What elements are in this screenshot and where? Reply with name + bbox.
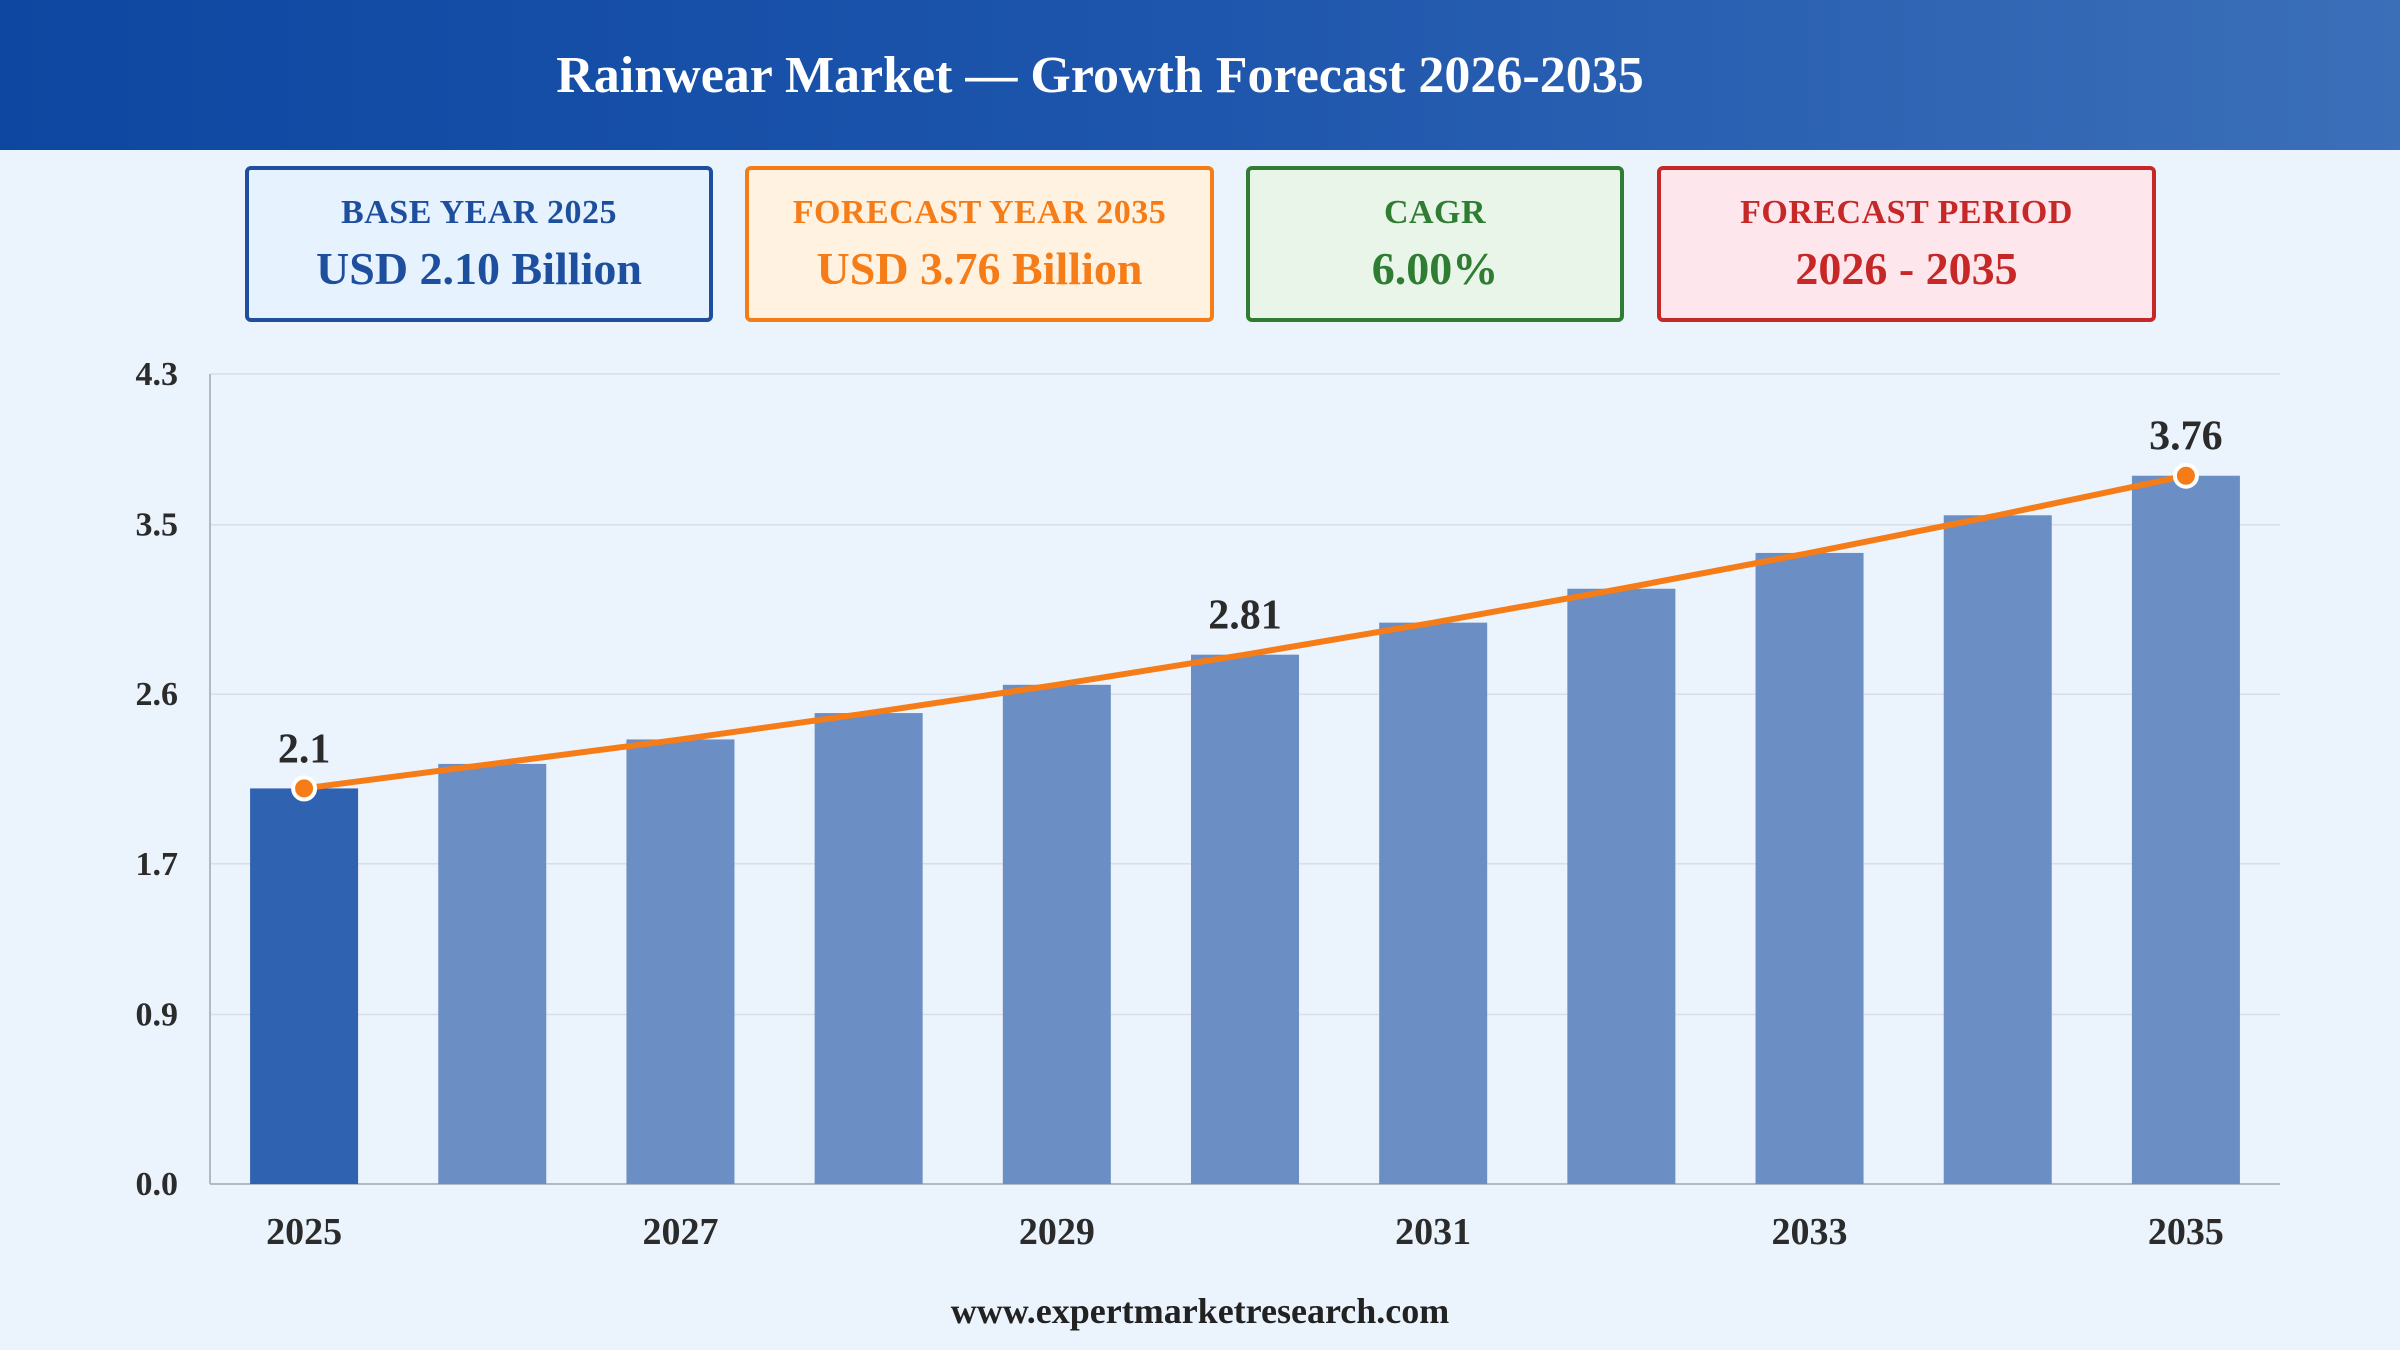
x-tick-label: 2033 xyxy=(1772,1211,1848,1253)
y-tick-label: 4.3 xyxy=(136,356,179,393)
bar-2031 xyxy=(1379,622,1488,1184)
x-tick-label: 2031 xyxy=(1395,1211,1471,1253)
bar-2030 xyxy=(1191,654,1299,1184)
cagr-label: CAGR xyxy=(1383,194,1487,231)
bar-2032 xyxy=(1567,588,1676,1184)
base-year-card: BASE YEAR 2025 USD 2.10 Billion xyxy=(245,166,713,322)
forecast-year-label: FORECAST YEAR 2035 xyxy=(792,194,1167,231)
bar-2034 xyxy=(1943,515,2052,1184)
data-label-2030: 2.81 xyxy=(1208,593,1282,639)
y-tick-label: 1.7 xyxy=(136,846,179,883)
cagr-card: CAGR 6.00% xyxy=(1246,166,1624,322)
cagr-value: 6.00% xyxy=(1371,243,1499,294)
y-tick-label: 3.5 xyxy=(136,507,179,544)
source-url: www.expertmarketresearch.com xyxy=(950,1291,1450,1331)
data-label-2035: 3.76 xyxy=(2149,414,2223,460)
bar-2027 xyxy=(626,739,735,1184)
x-tick-label: 2029 xyxy=(1019,1211,1095,1253)
forecast-period-label: FORECAST PERIOD xyxy=(1740,194,2073,231)
page-title: Rainwear Market — Growth Forecast 2026-2… xyxy=(556,46,1644,104)
trend-marker-2025 xyxy=(291,775,318,802)
bar-2029 xyxy=(1002,684,1111,1184)
base-year-label: BASE YEAR 2025 xyxy=(341,194,617,231)
trend-line xyxy=(303,472,2187,792)
forecast-year-value: USD 3.76 Billion xyxy=(816,243,1143,294)
y-tick-label: 0.0 xyxy=(136,1166,179,1203)
bar-2035 xyxy=(2131,475,2240,1184)
forecast-period-value: 2026 - 2035 xyxy=(1795,243,2018,294)
x-tick-label: 2025 xyxy=(266,1211,342,1253)
forecast-year-card: FORECAST YEAR 2035 USD 3.76 Billion xyxy=(745,166,1214,322)
x-tick-label: 2035 xyxy=(2148,1211,2224,1253)
y-tick-label: 0.9 xyxy=(136,996,179,1033)
header-banner: Rainwear Market — Growth Forecast 2026-2… xyxy=(0,0,2400,150)
data-label-2025: 2.1 xyxy=(278,726,331,772)
y-tick-label: 2.6 xyxy=(136,676,179,713)
trend-marker-2035 xyxy=(2172,462,2199,489)
bar-2033 xyxy=(1755,552,1864,1184)
x-tick-label: 2027 xyxy=(642,1211,718,1253)
bar-2025 xyxy=(250,788,359,1184)
base-year-value: USD 2.10 Billion xyxy=(316,243,642,294)
bar-2028 xyxy=(814,713,923,1184)
forecast-period-card: FORECAST PERIOD 2026 - 2035 xyxy=(1657,166,2156,322)
bar-2026 xyxy=(438,763,547,1184)
